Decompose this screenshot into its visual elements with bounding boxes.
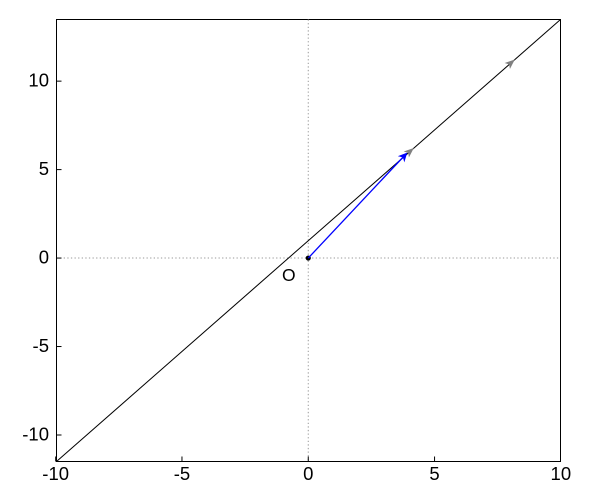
svg-text:-10: -10 <box>22 424 49 445</box>
svg-text:-5: -5 <box>174 463 190 484</box>
svg-text:5: 5 <box>429 463 439 484</box>
svg-text:0: 0 <box>39 247 49 268</box>
svg-text:10: 10 <box>551 463 572 484</box>
svg-text:5: 5 <box>39 158 49 179</box>
svg-text:10: 10 <box>28 70 49 91</box>
svg-text:-5: -5 <box>33 335 49 356</box>
svg-text:-10: -10 <box>42 463 69 484</box>
svg-text:0: 0 <box>303 463 313 484</box>
svg-text:O: O <box>282 265 296 285</box>
